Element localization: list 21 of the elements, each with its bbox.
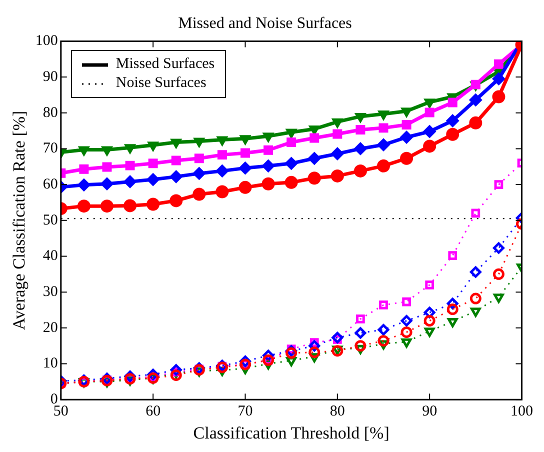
y-tick-label: 50 xyxy=(42,212,58,228)
y-tick-label: 100 xyxy=(35,33,58,50)
x-tick-label: 90 xyxy=(422,404,438,420)
annotation: Missed Surfaces xyxy=(116,55,215,74)
y-axis-title: Average Classification Rate [%] xyxy=(10,110,29,330)
y-tick-label: 90 xyxy=(42,68,58,85)
y-tick-label: 60 xyxy=(42,176,58,192)
y-tick-label: 70 xyxy=(42,140,58,157)
chart-title: Missed and Noise Surfaces xyxy=(178,14,352,32)
annotation: Noise Surfaces xyxy=(116,74,206,94)
x-tick-label: 50 xyxy=(53,404,68,420)
y-tick-label: 10 xyxy=(42,356,58,372)
y-tick-label: 80 xyxy=(42,104,58,121)
x-axis-title: Classification Threshold [%] xyxy=(193,423,390,442)
y-tick-label: 40 xyxy=(42,248,58,264)
x-tick-label: 100 xyxy=(510,404,533,420)
y-tick-label: 20 xyxy=(42,320,58,336)
x-tick-label: 60 xyxy=(146,404,161,420)
x-tick-label: 70 xyxy=(238,404,253,420)
x-tick-label: 80 xyxy=(330,404,345,420)
y-tick-label: 30 xyxy=(42,284,58,300)
